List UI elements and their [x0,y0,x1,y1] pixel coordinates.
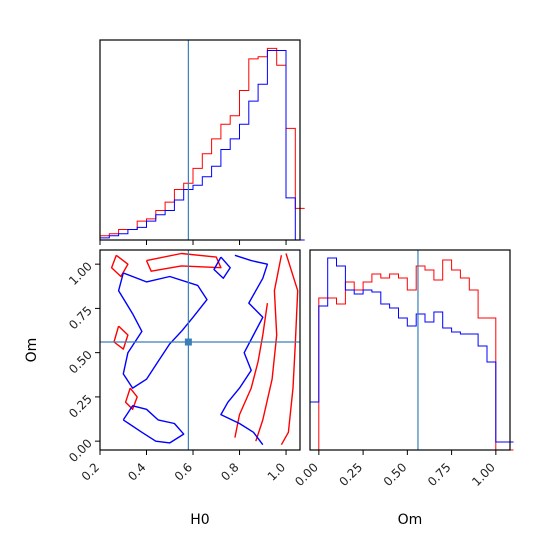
contour-blue-0 [220,254,269,446]
x-axis-label-om: Om [398,512,423,528]
h0-om-contour-panel: 0.2 0.4 0.6 0.8 1.00.000.250.500.751.00 [66,249,301,484]
contour-x-tick-label-3: 0.8 [218,460,241,483]
contour-y-tick-label-4: 1.00 [66,259,95,288]
contour-x-tick-label-2: 0.6 [172,460,195,483]
x-axis-label-h0: H0 [190,512,209,528]
contour-blue-4 [213,256,231,279]
h0-marginal-frame [99,39,301,241]
contour-blue-3 [122,405,185,444]
contour-red-5 [110,254,129,278]
contour-y-tick-label-3: 0.75 [66,303,95,332]
h0-marginal-panel [99,39,305,245]
contour-red-3 [124,387,138,410]
contour-blue-1 [123,272,208,332]
contour-y-tick-label-2: 0.50 [66,348,95,377]
om-marginal-x-tick-label-2: 0.50 [381,460,410,489]
om-marginal-x-tick-label-4: 1.00 [469,460,498,489]
contour-blue-2 [117,272,182,389]
h0-histogram-red [99,47,305,240]
contour-x-tick-label-1: 0.4 [125,460,148,483]
om-marginal-x-tick-label-1: 0.25 [336,460,365,489]
contour-y-tick-label-1: 0.25 [66,392,95,421]
om-marginal-panel: 0.00 0.25 0.50 0.75 1.00 [292,249,514,489]
h0-histogram-blue [99,50,305,241]
y-axis-label-om: Om [24,338,40,363]
contour-red-1 [255,255,283,442]
contour-x-tick-label-0: 0.2 [79,460,102,483]
om-histogram-red [310,259,514,451]
om-marginal-x-tick-label-0: 0.00 [292,460,321,489]
om-histogram-blue [309,257,514,450]
contour-red-4 [113,325,129,350]
contour-red-0 [280,253,299,446]
truth-marker [184,338,192,346]
contour-frame [99,249,301,451]
om-marginal-frame [309,249,511,451]
contour-red-6 [145,252,222,272]
contour-x-tick-label-4: 1.0 [265,460,288,483]
om-marginal-x-tick-label-3: 0.75 [425,460,454,489]
contour-red-2 [234,303,269,438]
